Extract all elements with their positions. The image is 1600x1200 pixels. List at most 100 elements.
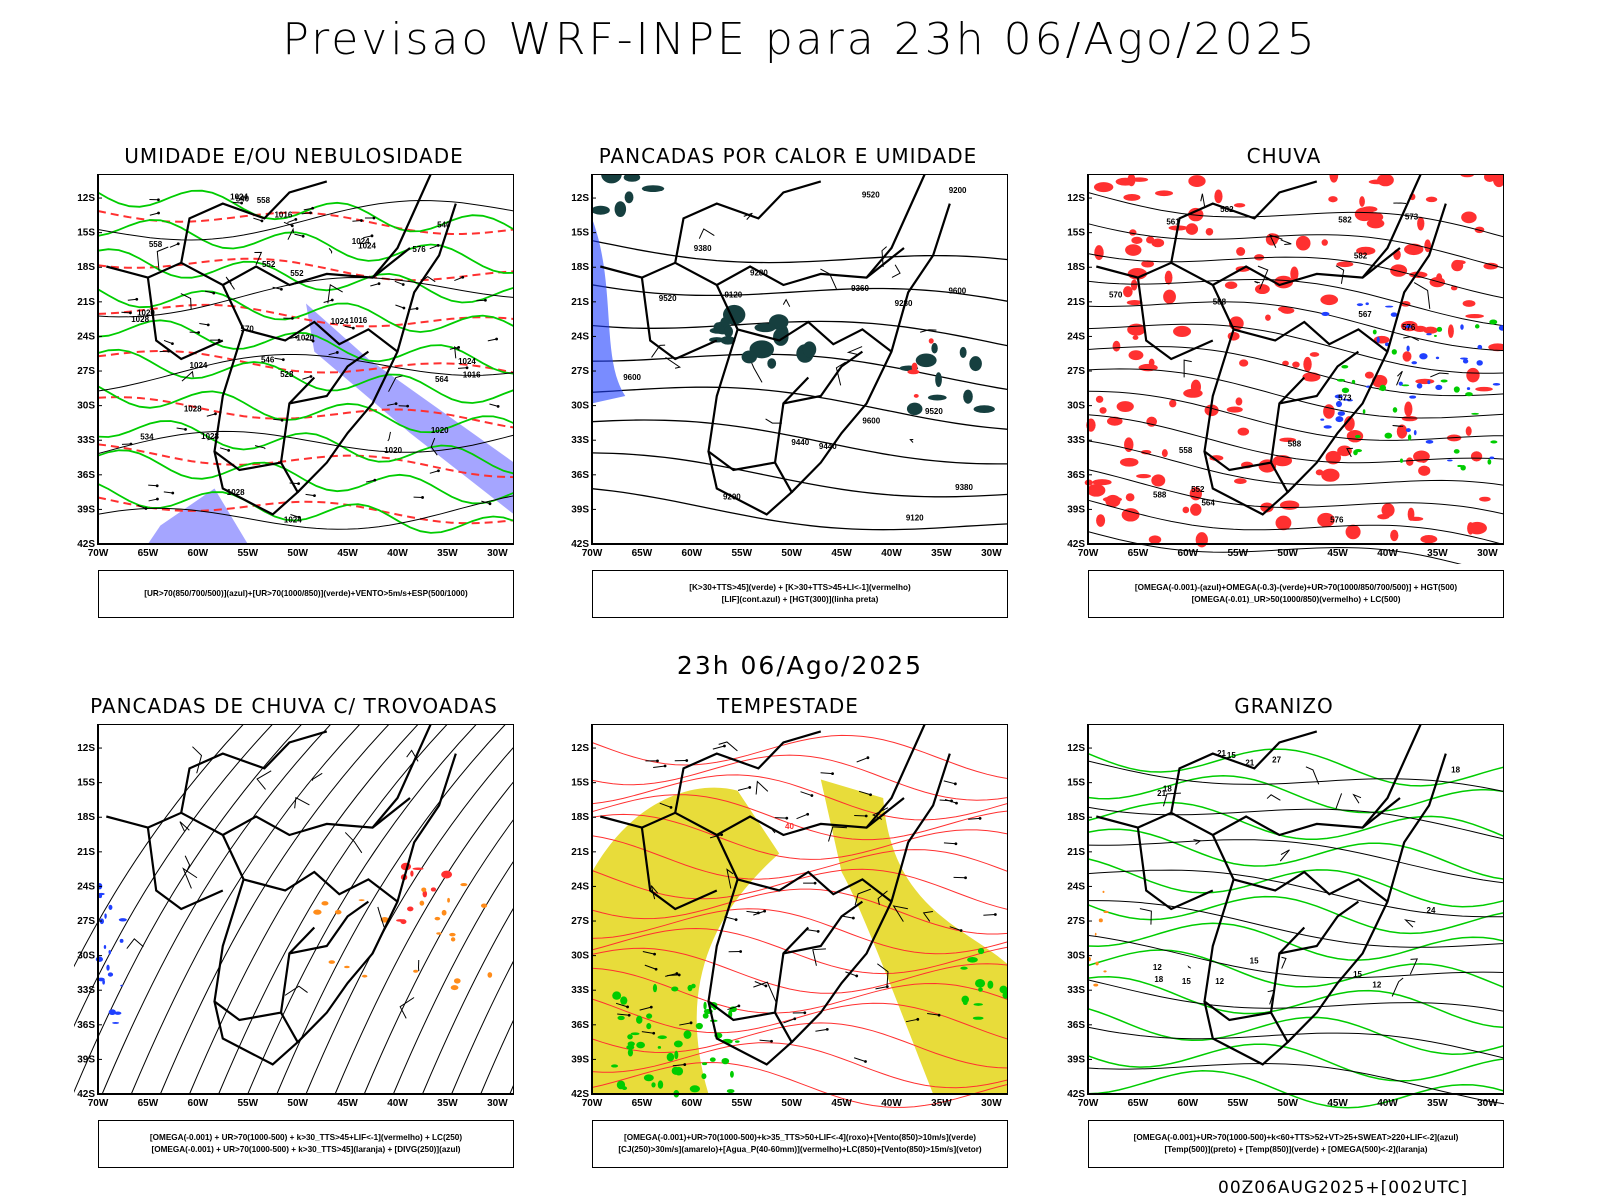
- wind-vector: [753, 910, 765, 916]
- lat-tick-label: 42S: [77, 1089, 95, 1100]
- lat-tick-label: 12S: [571, 743, 589, 754]
- lon-tick-label: 50W: [1277, 1098, 1298, 1109]
- legend-box: [K>30+TTS>45](verde) + [K>30+TTS>45+LI<-…: [592, 570, 1008, 618]
- rain-area: [1467, 521, 1487, 535]
- temp850-contour: [1087, 828, 1504, 880]
- contour-label: 1024: [331, 317, 349, 326]
- strong-wind-area: [701, 1062, 708, 1066]
- country-border: [790, 753, 951, 1043]
- rain-area: [1146, 236, 1155, 244]
- contour-label: 1020: [296, 333, 314, 342]
- state-border: [406, 749, 419, 762]
- lon-tick-label: 40W: [881, 548, 902, 559]
- thunder-potential-area: [624, 191, 634, 204]
- streamline-850: [591, 947, 1008, 994]
- omega-blue-area: [1390, 312, 1398, 317]
- state-border: [726, 868, 734, 889]
- contour-label: 588: [1288, 440, 1302, 449]
- wind-vector-head: [330, 298, 334, 302]
- lat-tick-label: 30S: [77, 401, 95, 412]
- state-border: [328, 247, 333, 254]
- shower-area: [421, 887, 427, 893]
- state-border: [892, 905, 908, 922]
- wind-vector: [207, 436, 217, 441]
- rain-area: [1356, 246, 1376, 256]
- lat-tick-label: 39S: [571, 504, 589, 515]
- rain-area: [1094, 245, 1104, 261]
- country-border: [640, 827, 718, 911]
- lif-contour-fill: [592, 218, 626, 404]
- wind-vector: [387, 403, 397, 406]
- wind-vector: [774, 817, 787, 819]
- wind-vector: [858, 790, 871, 796]
- lat-tick-label: 24S: [77, 881, 95, 892]
- rain-area: [1095, 395, 1104, 403]
- lon-tick-label: 40W: [1377, 1098, 1398, 1109]
- contour-label: 558: [257, 196, 271, 205]
- shower-area: [361, 974, 368, 978]
- state-border: [854, 888, 871, 906]
- wind-vector-head: [855, 974, 859, 978]
- omega-blue-area: [1435, 356, 1440, 360]
- contour-label: 18: [1163, 785, 1172, 794]
- rain-area: [1488, 343, 1504, 352]
- wind-vector-head: [144, 507, 148, 510]
- country-border: [213, 879, 316, 1022]
- country-border: [296, 203, 457, 493]
- lon-tick-label: 45W: [337, 548, 358, 559]
- legend-line: [OMEGA(-0.01)_UR>50(1000/850)(vermelho) …: [1191, 595, 1401, 604]
- wind-vector-head: [785, 816, 789, 820]
- omega-blue-area: [1335, 416, 1344, 423]
- strong-wind-area: [611, 1064, 619, 1068]
- state-border: [1335, 792, 1343, 809]
- lat-tick-label: 18S: [77, 262, 95, 273]
- wind-vector-head: [309, 211, 312, 215]
- lat-tick-label: 21S: [77, 297, 95, 308]
- map-frame: [1087, 174, 1504, 545]
- streamline-850: [591, 774, 1008, 821]
- omega-blue-area: [1409, 395, 1417, 399]
- lon-tick-label: 45W: [1327, 1098, 1348, 1109]
- rain-area: [1106, 416, 1123, 426]
- contour-label: 21: [1157, 789, 1166, 798]
- state-border: [254, 251, 263, 266]
- low-level-humidity-contour: [97, 420, 514, 475]
- wind-vector-head: [297, 515, 301, 519]
- country-border: [213, 451, 300, 516]
- rain-area: [1346, 429, 1364, 443]
- wind-vector: [176, 427, 186, 430]
- lon-tick-label: 50W: [287, 548, 308, 559]
- wind-vector: [949, 926, 962, 932]
- page-title: Previsao WRF-INPE para 23h 06/Ago/2025: [282, 14, 1318, 65]
- wind-vector-head: [415, 307, 419, 310]
- lon-tick-label: 50W: [781, 548, 802, 559]
- strong-wind-area: [627, 1034, 633, 1040]
- wind-vector-head: [335, 351, 339, 354]
- wind-vector-head: [669, 805, 673, 809]
- omega-blue-area: [1462, 358, 1469, 364]
- contour-label: 1020: [431, 426, 449, 435]
- wind-vector-head: [227, 448, 231, 452]
- omega-green-area: [1436, 326, 1443, 332]
- strong-wind-area: [617, 1015, 625, 1021]
- omega-blue-area: [1489, 456, 1495, 460]
- strong-wind-area: [627, 1048, 634, 1057]
- wind-vector-head: [157, 211, 160, 215]
- wind-vector: [642, 951, 655, 955]
- wind-vector: [815, 1028, 828, 1032]
- state-border: [1335, 265, 1345, 284]
- lon-tick-label: 35W: [437, 548, 458, 559]
- rain-area: [1125, 493, 1135, 502]
- wind-vector: [253, 217, 263, 222]
- contour-label: 540: [437, 220, 451, 229]
- lon-tick-label: 70W: [582, 1098, 603, 1109]
- wind-vector: [845, 971, 857, 977]
- wind-vector: [856, 757, 869, 763]
- map-frame: [591, 724, 1008, 1095]
- wind-vector-head: [764, 984, 768, 988]
- state-border: [1396, 370, 1403, 386]
- state-border: [772, 829, 781, 834]
- rain-area: [1260, 502, 1274, 513]
- lat-tick-label: 33S: [77, 435, 95, 446]
- wind-vector-head: [311, 206, 315, 210]
